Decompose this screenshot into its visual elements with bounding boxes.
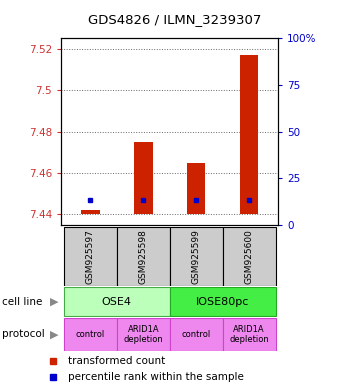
Text: GSM925597: GSM925597 <box>86 229 95 284</box>
Bar <box>117 227 170 286</box>
Text: GSM925600: GSM925600 <box>245 229 254 284</box>
Bar <box>117 318 170 351</box>
Bar <box>64 227 117 286</box>
Bar <box>81 210 100 214</box>
Bar <box>223 318 275 351</box>
Text: IOSE80pc: IOSE80pc <box>196 297 249 307</box>
Bar <box>170 318 223 351</box>
Text: GSM925598: GSM925598 <box>139 229 148 284</box>
Text: ARID1A
depletion: ARID1A depletion <box>124 325 163 344</box>
Text: ARID1A
depletion: ARID1A depletion <box>229 325 269 344</box>
Bar <box>64 288 170 316</box>
Text: cell line: cell line <box>2 297 42 307</box>
Text: control: control <box>182 330 211 339</box>
Bar <box>170 288 275 316</box>
Text: ▶: ▶ <box>50 297 58 307</box>
Bar <box>134 142 153 214</box>
Text: percentile rank within the sample: percentile rank within the sample <box>68 372 244 382</box>
Text: GSM925599: GSM925599 <box>192 229 201 284</box>
Bar <box>64 318 117 351</box>
Bar <box>170 227 223 286</box>
Text: GDS4826 / ILMN_3239307: GDS4826 / ILMN_3239307 <box>88 13 262 26</box>
Bar <box>187 162 205 214</box>
Text: ▶: ▶ <box>50 329 58 339</box>
Text: control: control <box>76 330 105 339</box>
Text: transformed count: transformed count <box>68 356 166 366</box>
Text: OSE4: OSE4 <box>102 297 132 307</box>
Bar <box>240 55 258 214</box>
Text: protocol: protocol <box>2 329 44 339</box>
Bar <box>223 227 275 286</box>
